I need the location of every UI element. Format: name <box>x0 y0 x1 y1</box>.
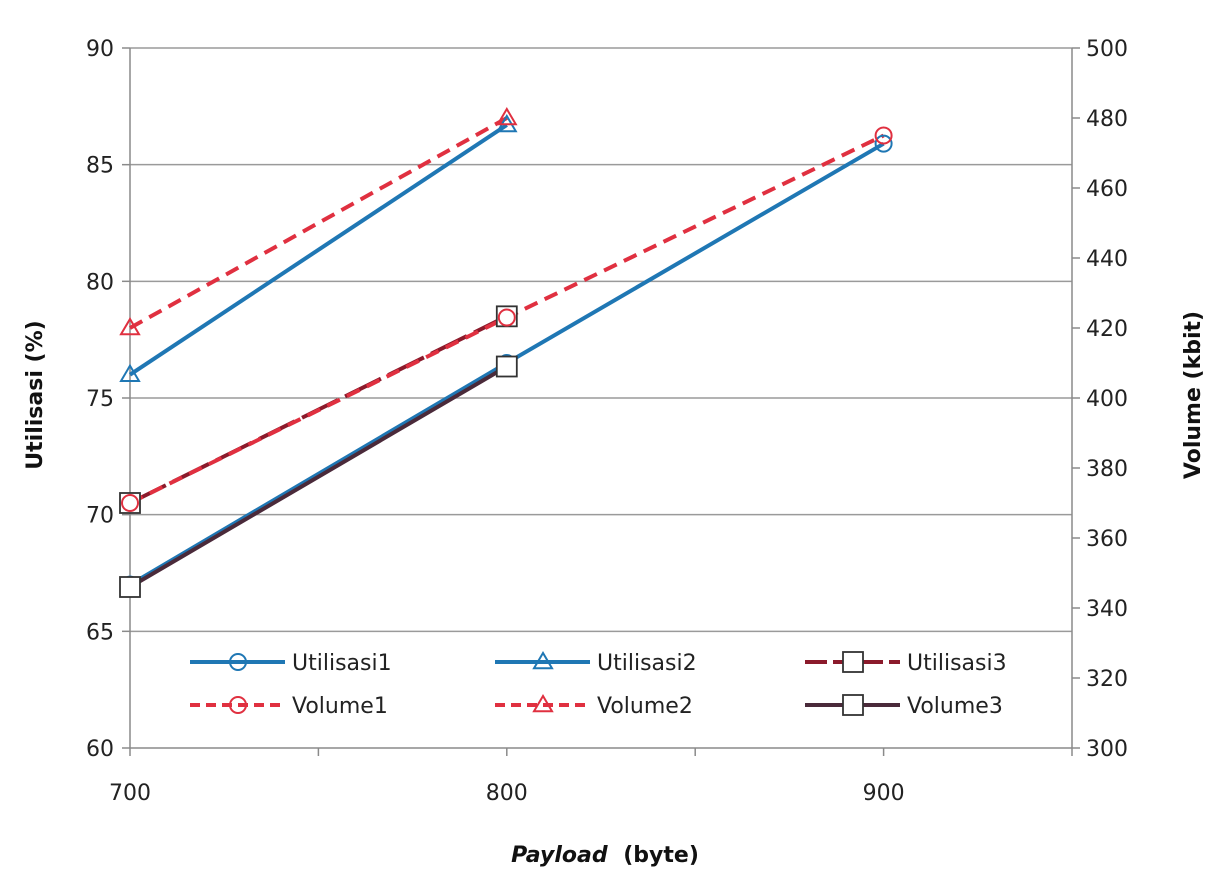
y-tick-label: 70 <box>86 504 114 529</box>
data-point-utilisasi1 <box>874 134 893 153</box>
gridlines <box>130 47 1072 633</box>
y2-axis-title: Volume (kbit) <box>1181 311 1206 479</box>
y-tick-label: 90 <box>86 37 114 62</box>
data-point-volume1 <box>121 494 139 512</box>
data-point-volume2 <box>496 107 518 126</box>
y2-tick-label: 320 <box>1086 667 1128 692</box>
series-line-volume3 <box>128 364 508 589</box>
y2-tick-label: 400 <box>1086 387 1128 412</box>
legend-label-utilisasi3: Utilisasi3 <box>907 651 1007 676</box>
y-tick-label: 75 <box>86 387 114 412</box>
legend-marker-volume3 <box>842 694 864 716</box>
y2-tick-label: 360 <box>1086 527 1128 552</box>
series-markers <box>119 107 893 598</box>
x-tick-label: 800 <box>486 781 528 806</box>
legend-marker-volume2 <box>532 694 554 713</box>
data-point-volume2 <box>119 317 141 336</box>
legend: Utilisasi1 Utilisasi2 Utilisasi3 Volume1 Vol… <box>190 651 1007 719</box>
y2-tick-label: 480 <box>1086 107 1128 132</box>
legend-label-volume3: Volume3 <box>907 694 1003 719</box>
y-axis-title: Utilisasi (%) <box>23 320 48 469</box>
y2-tick-label: 460 <box>1086 177 1128 202</box>
series-lines <box>128 116 885 589</box>
axes: 60 65 70 75 80 85 90 300 320 340 360 380 400 420 440 46… <box>86 37 1128 806</box>
x-axis-title: Payload (byte) <box>511 843 699 868</box>
series-line-utilisasi2 <box>128 123 508 377</box>
y2-tick-label: 440 <box>1086 247 1128 272</box>
legend-label-utilisasi1: Utilisasi1 <box>292 651 392 676</box>
data-point-volume1 <box>497 308 516 327</box>
y-tick-label: 60 <box>86 737 114 762</box>
data-point-volume3 <box>495 355 518 378</box>
y-tick-label: 80 <box>86 270 114 295</box>
x-tick-label: 700 <box>109 781 151 806</box>
legend-marker-utilisasi1 <box>229 653 247 671</box>
data-point-volume1 <box>874 126 893 145</box>
legend-marker-utilisasi3 <box>842 651 864 673</box>
y-tick-label: 65 <box>86 620 114 645</box>
x-axis-title-unit: (byte) <box>623 843 699 868</box>
y2-tick-label: 380 <box>1086 457 1128 482</box>
y2-tick-label: 500 <box>1086 37 1128 62</box>
y2-tick-label: 300 <box>1086 737 1128 762</box>
y-tick-label: 85 <box>86 154 114 179</box>
data-point-utilisasi2 <box>119 363 141 382</box>
x-axis-title-italic: Payload <box>511 843 608 868</box>
y2-tick-label: 420 <box>1086 317 1128 342</box>
x-tick-label: 900 <box>863 781 905 806</box>
legend-label-volume1: Volume1 <box>292 694 388 719</box>
legend-label-utilisasi2: Utilisasi2 <box>597 651 697 676</box>
legend-marker-utilisasi2 <box>532 651 554 670</box>
data-point-volume3 <box>119 576 141 598</box>
legend-label-volume2: Volume2 <box>597 694 693 719</box>
legend-marker-volume1 <box>229 696 247 714</box>
y2-tick-label: 340 <box>1086 597 1128 622</box>
series-line-volume2 <box>129 116 508 330</box>
